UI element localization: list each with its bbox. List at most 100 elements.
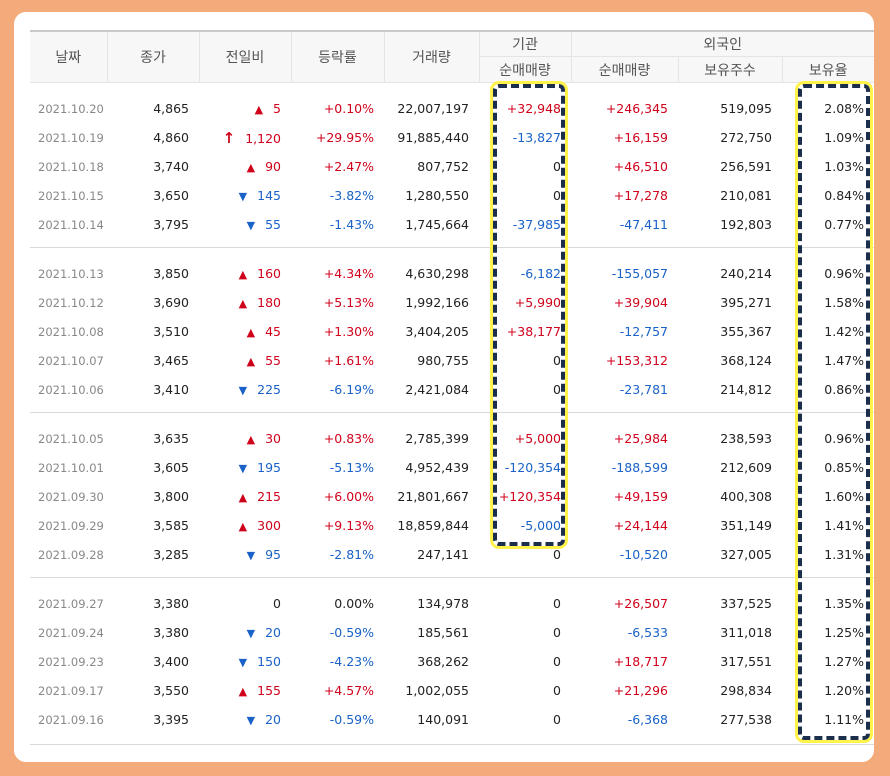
cell-rate: -4.23%	[329, 654, 374, 669]
cell-inst: 0	[553, 188, 561, 203]
cell-volume: 1,280,550	[405, 188, 469, 203]
table-header: 날짜 종가 전일비 등락률 거래량 기관 외국인 순매매량 순매매량 보유주수 …	[30, 30, 874, 83]
cell-foreign: +246,345	[605, 101, 668, 116]
change-value: 160	[257, 266, 281, 281]
cell-ratio: 0.86%	[824, 382, 864, 397]
table-row: 2021.10.01 3,605 ▼ 195 -5.13% 4,952,439 -120,3…	[30, 453, 874, 482]
change-value: 195	[257, 460, 281, 475]
cell-inst: -6,182	[520, 266, 561, 281]
change-value: 150	[257, 654, 281, 669]
cell-close: 3,800	[153, 489, 189, 504]
cell-change: ▲ 180	[199, 288, 291, 317]
cell-holdings: 327,005	[720, 547, 772, 562]
foreign-ratio-highlight-box	[795, 81, 873, 743]
stock-trading-table: 날짜 종가 전일비 등락률 거래량 기관 외국인 순매매량 순매매량 보유주수 …	[30, 30, 874, 745]
table-row: 2021.10.20 4,865 ▲ 5 +0.10% 22,007,197 +32,948…	[30, 94, 874, 123]
cell-ratio: 0.77%	[824, 217, 864, 232]
cell-change: ▼ 150	[199, 647, 291, 676]
cell-holdings: 192,803	[720, 217, 772, 232]
cell-rate: +1.61%	[323, 353, 374, 368]
change-value: 55	[265, 353, 281, 368]
cell-holdings: 298,834	[720, 683, 772, 698]
cell-close: 3,380	[153, 596, 189, 611]
cell-holdings: 238,593	[720, 431, 772, 446]
table-row: 2021.10.15 3,650 ▼ 145 -3.82% 1,280,550 0 +17,2…	[30, 181, 874, 210]
change-value: 20	[265, 625, 281, 640]
cell-rate: +5.13%	[323, 295, 374, 310]
cell-change: ▼ 225	[199, 375, 291, 404]
up-triangle-icon: ▲	[238, 268, 248, 281]
table-row: 2021.09.16 3,395 ▼ 20 -0.59% 140,091 0 -6,368 27…	[30, 705, 874, 734]
cell-close: 3,740	[153, 159, 189, 174]
cell-date: 2021.10.12	[38, 295, 104, 310]
cell-close: 3,400	[153, 654, 189, 669]
cell-close: 4,860	[153, 130, 189, 145]
cell-holdings: 368,124	[720, 353, 772, 368]
group-spacer	[30, 83, 874, 95]
cell-holdings: 355,367	[720, 324, 772, 339]
up-triangle-icon: ▲	[238, 520, 248, 533]
cell-rate: 0.00%	[334, 596, 374, 611]
cell-volume: 1,992,166	[405, 295, 469, 310]
cell-date: 2021.10.13	[38, 266, 104, 281]
cell-change: ▲ 30	[199, 424, 291, 453]
cell-date: 2021.10.05	[38, 431, 104, 446]
cell-inst: +5,000	[514, 431, 561, 446]
cell-date: 2021.09.17	[38, 683, 104, 698]
table-row: 2021.09.24 3,380 ▼ 20 -0.59% 185,561 0 -6,533 31…	[30, 618, 874, 647]
cell-rate: +4.57%	[323, 683, 374, 698]
change-value: 145	[257, 188, 281, 203]
cell-date: 2021.09.23	[38, 654, 104, 669]
cell-foreign: +49,159	[613, 489, 668, 504]
cell-inst: 0	[553, 159, 561, 174]
cell-inst: 0	[553, 547, 561, 562]
cell-close: 3,285	[153, 547, 189, 562]
down-triangle-icon: ▼	[238, 384, 248, 397]
cell-inst: -5,000	[520, 518, 561, 533]
table-row: 2021.10.05 3,635 ▲ 30 +0.83% 2,785,399 +5,000 +…	[30, 424, 874, 453]
cell-foreign: -6,533	[627, 625, 668, 640]
cell-volume: 3,404,205	[405, 324, 469, 339]
cell-holdings: 337,525	[720, 596, 772, 611]
down-triangle-icon: ▼	[238, 190, 248, 203]
cell-date: 2021.10.18	[38, 159, 104, 174]
table-row: 2021.10.06 3,410 ▼ 225 -6.19% 2,421,084 0 -23,7…	[30, 375, 874, 404]
cell-ratio: 1.35%	[824, 596, 864, 611]
cell-holdings: 311,018	[720, 625, 772, 640]
cell-inst: 0	[553, 654, 561, 669]
change-value: 225	[257, 382, 281, 397]
down-triangle-icon: ▼	[238, 462, 248, 475]
limit-up-arrow-icon: ↑	[222, 128, 236, 147]
up-triangle-icon: ▲	[246, 433, 256, 446]
table-row: 2021.10.12 3,690 ▲ 180 +5.13% 1,992,166 +5,990…	[30, 288, 874, 317]
cell-holdings: 256,591	[720, 159, 772, 174]
header-foreign-net: 순매매량	[570, 56, 678, 83]
cell-foreign: -23,781	[619, 382, 668, 397]
cell-rate: +0.83%	[323, 431, 374, 446]
down-triangle-icon: ▼	[246, 627, 256, 640]
cell-rate: +4.34%	[323, 266, 374, 281]
cell-change: ▲ 55	[199, 346, 291, 375]
cell-date: 2021.09.29	[38, 518, 104, 533]
cell-volume: 4,630,298	[405, 266, 469, 281]
cell-change: ▼ 20	[199, 705, 291, 734]
up-triangle-icon: ▲	[254, 103, 264, 116]
up-triangle-icon: ▲	[238, 685, 248, 698]
table-row: 2021.09.23 3,400 ▼ 150 -4.23% 368,262 0 +18,717…	[30, 647, 874, 676]
cell-close: 4,865	[153, 101, 189, 116]
table-row: 2021.09.30 3,800 ▲ 215 +6.00% 21,801,667 +120,…	[30, 482, 874, 511]
header-date: 날짜	[30, 30, 107, 83]
header-institution: 기관	[478, 30, 571, 57]
cell-date: 2021.09.16	[38, 712, 104, 727]
cell-volume: 134,978	[417, 596, 469, 611]
group-divider	[30, 734, 874, 745]
cell-ratio: 0.96%	[824, 431, 864, 446]
table-body: 2021.10.20 4,865 ▲ 5 +0.10% 22,007,197 +32,948…	[30, 83, 874, 745]
cell-ratio: 1.11%	[824, 712, 864, 727]
cell-volume: 1,002,055	[405, 683, 469, 698]
table-row: 2021.09.28 3,285 ▼ 95 -2.81% 247,141 0 -10,520 3…	[30, 540, 874, 569]
cell-close: 3,850	[153, 266, 189, 281]
cell-rate: -2.81%	[329, 547, 374, 562]
cell-foreign: +46,510	[613, 159, 668, 174]
cell-holdings: 351,149	[720, 518, 772, 533]
